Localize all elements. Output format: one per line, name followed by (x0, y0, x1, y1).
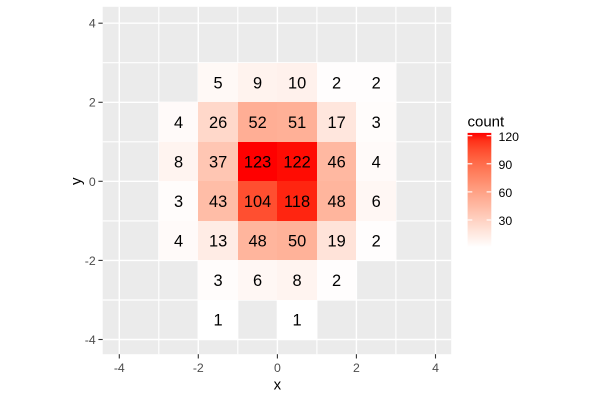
svg-text:y: y (68, 177, 85, 185)
svg-text:50: 50 (288, 233, 306, 251)
svg-text:120: 120 (499, 130, 520, 144)
svg-text:count: count (468, 114, 506, 131)
svg-text:-4: -4 (114, 361, 125, 375)
svg-text:4: 4 (432, 361, 439, 375)
svg-text:1: 1 (293, 312, 302, 330)
svg-text:2: 2 (332, 272, 341, 290)
svg-text:8: 8 (293, 272, 302, 290)
svg-text:2: 2 (332, 75, 341, 93)
svg-text:-4: -4 (85, 333, 96, 347)
svg-text:122: 122 (283, 154, 310, 172)
svg-text:52: 52 (248, 114, 266, 132)
svg-text:0: 0 (274, 361, 281, 375)
svg-text:2: 2 (372, 75, 381, 93)
svg-text:60: 60 (499, 186, 513, 200)
svg-text:3: 3 (372, 114, 381, 132)
svg-text:8: 8 (174, 154, 183, 172)
svg-text:118: 118 (284, 193, 310, 211)
svg-text:6: 6 (253, 272, 262, 290)
svg-text:37: 37 (209, 154, 227, 172)
svg-text:3: 3 (174, 193, 183, 211)
svg-text:48: 48 (248, 233, 266, 251)
svg-text:30: 30 (499, 214, 513, 228)
svg-text:6: 6 (372, 193, 381, 211)
svg-text:4: 4 (174, 233, 183, 251)
svg-text:x: x (274, 377, 282, 394)
svg-text:123: 123 (244, 154, 271, 172)
svg-text:2: 2 (353, 361, 360, 375)
svg-text:-2: -2 (85, 254, 96, 268)
svg-text:4: 4 (89, 17, 96, 31)
svg-text:1: 1 (214, 312, 223, 330)
svg-text:2: 2 (89, 96, 96, 110)
svg-text:4: 4 (372, 154, 381, 172)
svg-text:0: 0 (89, 175, 96, 189)
svg-text:3: 3 (214, 272, 223, 290)
svg-text:43: 43 (209, 193, 227, 211)
svg-text:104: 104 (244, 193, 271, 211)
svg-text:2: 2 (372, 233, 381, 251)
svg-text:10: 10 (288, 75, 306, 93)
svg-text:51: 51 (288, 114, 306, 132)
svg-text:4: 4 (174, 114, 183, 132)
svg-text:48: 48 (327, 193, 345, 211)
svg-text:13: 13 (209, 233, 227, 251)
svg-text:-2: -2 (193, 361, 204, 375)
svg-text:9: 9 (253, 75, 262, 93)
svg-text:26: 26 (209, 114, 227, 132)
svg-text:46: 46 (327, 154, 345, 172)
svg-text:90: 90 (499, 158, 513, 172)
svg-text:17: 17 (327, 114, 345, 132)
svg-text:19: 19 (327, 233, 345, 251)
svg-text:5: 5 (214, 75, 223, 93)
